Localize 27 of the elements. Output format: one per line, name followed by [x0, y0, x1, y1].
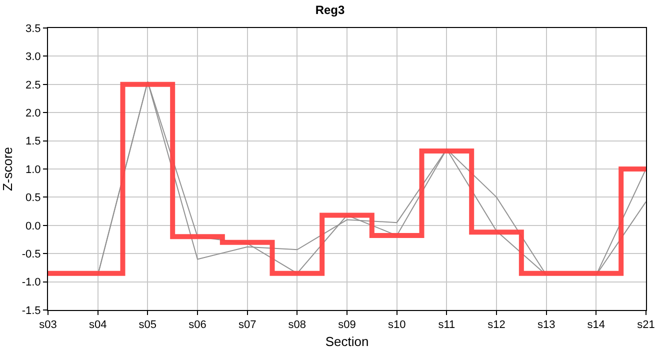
x-tick-label: s13: [537, 319, 556, 332]
x-tick-label: s03: [39, 319, 57, 332]
y-tick-label: 3.0: [26, 51, 41, 64]
x-tick-label: s21: [637, 319, 655, 332]
x-tick-label: s11: [438, 319, 456, 332]
x-axis-title: Section: [325, 334, 369, 349]
y-tick-label: -1.5: [22, 304, 41, 317]
y-tick-label: -0.5: [22, 248, 41, 260]
x-tick-label: s08: [288, 319, 306, 332]
y-tick-label: 0.0: [26, 220, 41, 232]
y-tick-label: 2.5: [26, 79, 41, 92]
x-tick-label: s12: [488, 319, 506, 332]
y-tick-label: 1.0: [26, 164, 41, 176]
x-tick-label: s09: [338, 319, 356, 332]
y-axis-title: Z-score: [0, 146, 15, 192]
x-tick-label: s05: [138, 319, 157, 332]
y-tick-label: 3.5: [26, 22, 41, 35]
chart-title: Reg3: [315, 2, 345, 17]
y-tick-label: 0.5: [26, 192, 41, 204]
y-tick-label: 1.5: [26, 136, 41, 148]
x-tick-label: s07: [238, 319, 256, 332]
x-tick-label: s06: [188, 319, 206, 332]
x-tick-label: s10: [388, 319, 406, 332]
y-tick-label: 2.0: [26, 107, 41, 120]
y-tick-label: -1.0: [22, 276, 41, 289]
x-tick-label: s04: [88, 319, 107, 332]
x-tick-label: s14: [587, 319, 606, 332]
